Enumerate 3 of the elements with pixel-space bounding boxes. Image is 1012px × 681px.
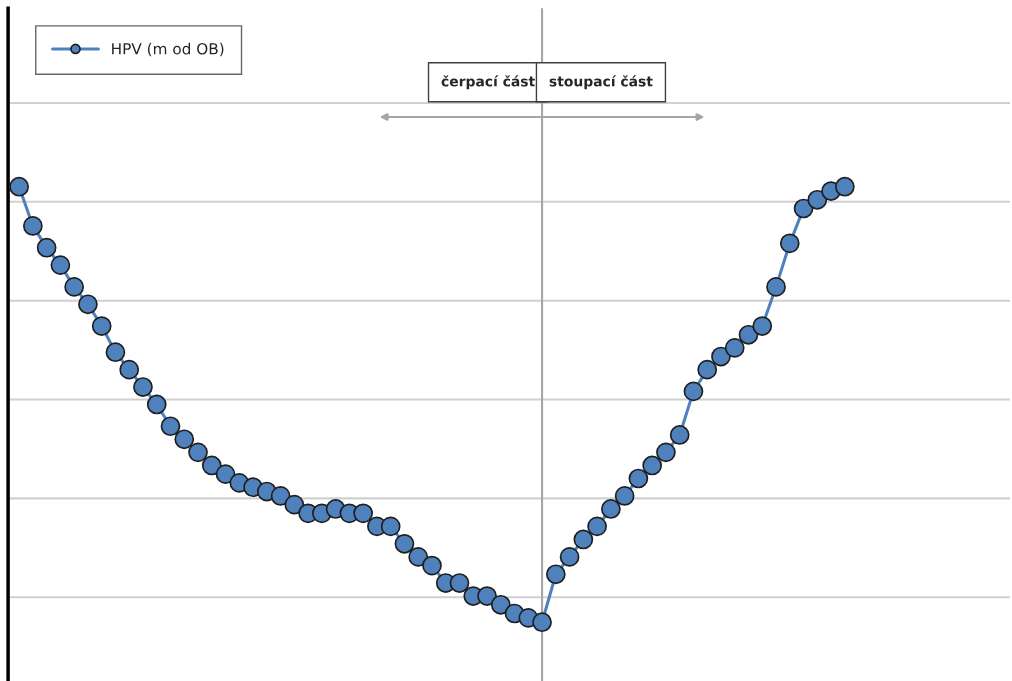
legend-label: HPV (m od OB): [112, 42, 224, 57]
text: stoupací část: [549, 75, 653, 90]
text: čerpací část: [441, 75, 535, 90]
